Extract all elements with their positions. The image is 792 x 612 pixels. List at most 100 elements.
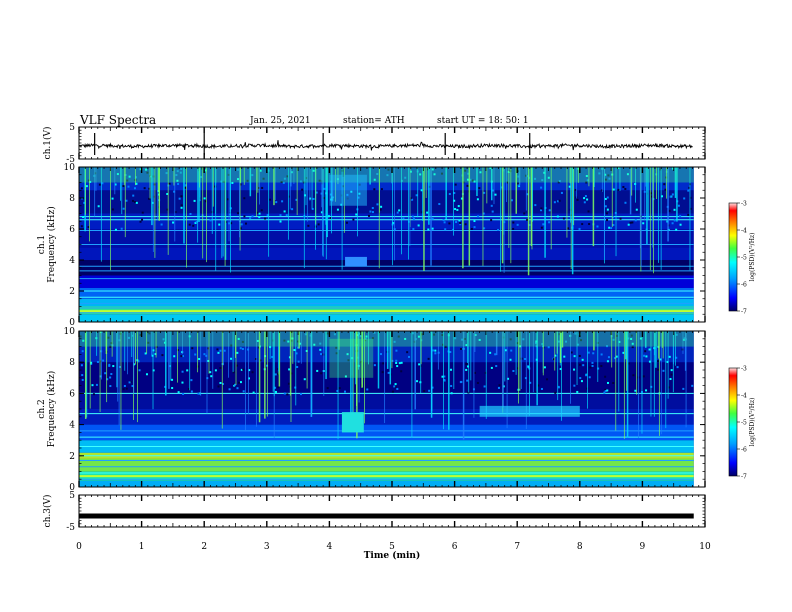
noise-pixel [192,224,195,227]
noise-pixel [305,177,308,180]
noise-pixel [190,379,193,382]
noise-pixel [162,338,165,341]
noise-pixel [120,331,123,334]
noise-pixel [81,378,84,381]
noise-pixel [231,181,234,184]
noise-pixel [319,348,322,351]
colorbar-label: log(PSD)(V²/Hz) [749,398,756,447]
noise-pixel [380,188,383,191]
noise-pixel [266,214,269,217]
noise-pixel [220,180,223,183]
noise-pixel [589,366,592,369]
noise-pixel [489,167,492,170]
noise-pixel [109,376,112,379]
noise-pixel [615,334,618,337]
noise-pixel [347,359,350,362]
noise-pixel [541,179,544,182]
noise-pixel [204,200,207,203]
noise-pixel [364,339,367,342]
noise-pixel [591,361,594,364]
noise-pixel [111,208,114,211]
noise-pixel [570,351,573,354]
noise-pixel [122,207,125,210]
noise-pixel [431,168,434,171]
upper-haze [79,167,694,183]
noise-pixel [604,173,607,176]
noise-pixel [398,362,401,365]
noise-pixel [209,219,212,222]
noise-pixel [184,184,187,187]
noise-pixel [175,174,178,177]
noise-pixel [366,388,369,391]
noise-pixel [396,387,399,390]
noise-pixel [243,197,246,200]
noise-pixel [512,221,515,224]
noise-pixel [622,351,625,354]
noise-pixel [216,348,219,351]
noise-pixel [408,355,411,358]
noise-pixel [259,169,262,172]
noise-pixel [80,187,83,190]
noise-pixel [670,373,673,376]
noise-pixel [274,390,277,393]
noise-pixel [106,378,109,381]
noise-pixel [668,355,671,358]
noise-pixel [277,386,280,389]
noise-pixel [512,369,515,372]
noise-pixel [176,170,179,173]
noise-pixel [634,219,637,222]
noise-pixel [622,185,625,188]
noise-pixel [611,216,614,219]
noise-pixel [181,370,184,373]
noise-pixel [335,352,338,355]
noise-pixel [659,168,662,171]
noise-pixel [596,225,599,228]
noise-pixel [604,178,607,181]
noise-pixel [440,172,443,175]
noise-pixel [290,339,293,342]
noise-pixel [214,369,217,372]
noise-pixel [236,351,239,354]
noise-pixel [676,366,679,369]
noise-pixel [492,189,495,192]
noise-pixel [323,187,326,190]
noise-pixel [490,366,493,369]
noise-pixel [588,222,591,225]
noise-pixel [200,176,203,179]
noise-pixel [457,205,460,208]
noise-pixel [459,381,462,384]
noise-pixel [469,178,472,181]
noise-pixel [516,342,519,345]
noise-pixel [189,212,192,215]
noise-pixel [251,174,254,177]
y-tick-label: -5 [66,523,75,533]
noise-pixel [631,346,634,349]
noise-pixel [191,347,194,350]
noise-pixel [495,365,498,368]
noise-pixel [288,195,291,198]
noise-pixel [369,210,372,213]
noise-pixel [408,220,411,223]
noise-pixel [426,211,429,214]
noise-pixel [128,381,131,384]
noise-pixel [352,167,355,170]
noise-pixel [299,342,302,345]
noise-pixel [217,385,220,388]
noise-pixel [96,360,99,363]
noise-pixel [294,386,297,389]
noise-pixel [395,349,398,352]
y-tick-label: 2 [69,452,75,462]
upper-haze [79,331,694,347]
noise-pixel [139,168,142,171]
noise-pixel [241,340,244,343]
noise-pixel [476,198,479,201]
noise-pixel [451,228,454,231]
noise-pixel [643,354,646,357]
noise-pixel [505,181,508,184]
y-axis-label: Frequency (kHz) [46,371,57,448]
y-tick-label: 2 [69,287,75,297]
noise-pixel [585,175,588,178]
noise-pixel [417,224,420,227]
noise-pixel [307,224,310,227]
